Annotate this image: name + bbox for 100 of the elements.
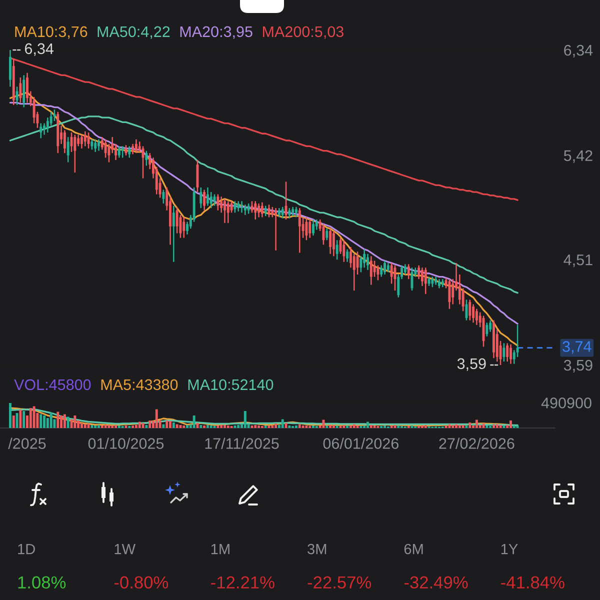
text: -0.80% [114,576,168,589]
candlestick [258,202,260,218]
bar [274,424,278,428]
candlestick [90,138,94,150]
candlestick [8,49,12,88]
bar [475,420,478,428]
candlestick [431,276,434,288]
candlestick [176,206,178,234]
candlestick [274,207,278,252]
bar [244,411,246,428]
candlestick [384,260,386,276]
bar [98,425,100,428]
candlestick [386,262,390,273]
candlestick [292,206,294,217]
candlestick [87,132,90,150]
candlestick [407,264,410,280]
candlestick [74,134,76,174]
candlestick [264,205,267,217]
bar [448,424,451,428]
y-tick-label: 6,34 [564,44,593,58]
text: MA10:52140 [188,379,274,390]
ref-line-label: 3,74 [562,341,592,354]
bar [74,416,76,428]
annotation: 3,59 [457,358,486,371]
bar [206,425,209,428]
bar [496,424,498,428]
bar [40,414,42,428]
bar [237,425,240,428]
bar [84,424,86,428]
text: -32.49% [404,576,468,589]
candlestick [305,216,308,241]
candlestick [80,134,83,150]
bar [16,413,18,428]
category-label: 6M [404,544,423,554]
y-tick-label: 5,42 [564,150,592,163]
candlestick [312,218,314,236]
candlestick [216,194,220,211]
text: 490900 [541,398,592,408]
candlestick [366,253,369,271]
bar [298,424,301,428]
bar [87,424,90,428]
candlestick [380,264,383,278]
bar [510,420,512,428]
bar [492,424,495,428]
candlestick [475,308,478,326]
candlestick [63,130,66,154]
candlestick [250,200,254,214]
candlestick [128,146,131,158]
candlestick [295,206,298,218]
candlestick [121,146,124,158]
bar [63,414,66,428]
candlestick [420,267,424,287]
bar [145,425,148,428]
candlestick [230,200,233,214]
bar [224,425,226,428]
candlestick [336,240,338,260]
candlestick [322,223,325,246]
candlestick [240,200,243,214]
bar [172,422,175,428]
candlestick [40,122,42,139]
bar [176,424,178,428]
candlestick [77,134,80,147]
bar [342,425,346,428]
candlestick [118,146,120,158]
candlestick [260,202,264,218]
candlestick [510,344,512,364]
candlestick [342,240,346,263]
candlestick [465,299,468,321]
category-label: 3M [308,544,326,554]
candlestick [278,207,280,218]
bar [90,425,94,428]
bar [281,419,284,428]
bar [148,420,152,428]
bar [455,424,458,428]
y-tick-label: 4,51 [564,254,592,268]
text: MA200:5,03 [263,26,344,39]
candlestick [98,138,100,152]
candlestick [376,264,380,281]
line-series [9,116,518,294]
candlestick [94,138,97,153]
candlestick [373,260,376,278]
x-tick-label: 06/01/2026 [323,438,398,449]
candlestick [66,136,70,163]
category-label: 1W [114,544,136,554]
y-tick-label: 3,59 [564,360,592,372]
bar [50,412,52,428]
candlestick [53,108,56,122]
candlestick [424,267,427,295]
bar [162,424,165,428]
candlestick [244,204,246,216]
bar [169,421,172,428]
bar [394,425,396,428]
candlestick [134,138,138,154]
bar [254,425,257,428]
candlestick [308,218,312,238]
candlestick [506,342,509,362]
candlestick [145,150,148,166]
bar [43,416,46,428]
line-series [9,57,518,201]
bar [66,416,70,428]
